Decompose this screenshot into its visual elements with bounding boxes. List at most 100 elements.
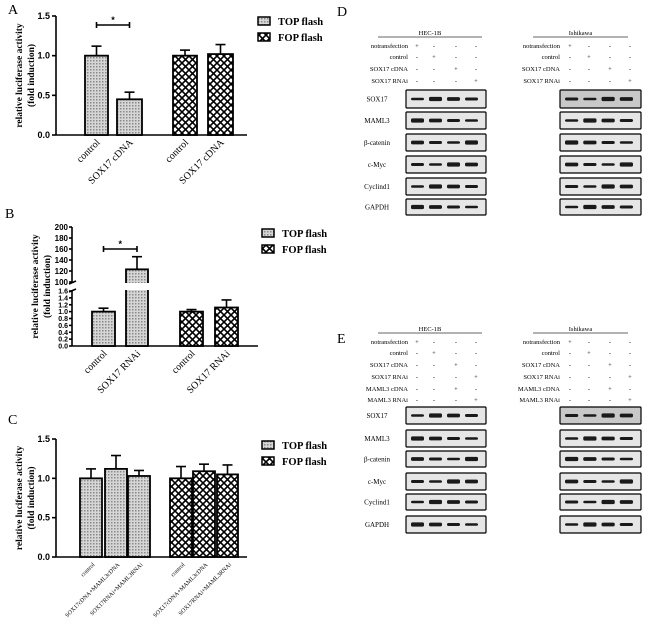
protein-band	[583, 500, 597, 504]
bar-top-flash	[104, 467, 128, 558]
treatment-label: notransfection	[523, 43, 561, 50]
protein-band	[565, 413, 579, 418]
protein-band	[601, 436, 615, 441]
protein-label: Cyclind1	[364, 183, 390, 191]
treatment-sign: -	[475, 339, 477, 346]
y-tick-label: 1.5	[37, 434, 50, 444]
protein-label: β-catenin	[364, 139, 391, 147]
treatment-sign: +	[568, 43, 572, 50]
x-tick-label: control	[163, 137, 191, 165]
cell-line-label: HEC-1B	[419, 326, 442, 333]
protein-band	[465, 456, 478, 462]
protein-band	[447, 205, 460, 209]
protein-band	[429, 457, 442, 461]
treatment-sign: +	[587, 54, 591, 61]
blot-strip	[559, 472, 642, 491]
protein-band	[429, 96, 442, 102]
protein-band	[583, 97, 597, 101]
blot-strip	[405, 429, 487, 448]
protein-band	[583, 479, 597, 484]
x-tick-label: control	[170, 348, 198, 376]
treatment-sign: -	[588, 339, 590, 346]
treatment-sign: -	[569, 386, 571, 393]
treatment-sign: -	[609, 43, 611, 50]
protein-band	[447, 162, 460, 167]
protein-band	[447, 413, 460, 418]
blot-strip	[559, 133, 642, 152]
protein-band	[583, 185, 597, 188]
blot-strip	[405, 155, 487, 174]
protein-band	[465, 97, 478, 101]
legend-swatch	[261, 456, 275, 466]
protein-band	[465, 437, 478, 440]
bar-fop-flash	[172, 54, 198, 136]
protein-band	[447, 500, 460, 504]
treatment-label: MAML3 RNAi	[519, 397, 560, 404]
y-tick-label: 200	[55, 223, 69, 232]
treatment-label: MAML3 cDNA	[518, 386, 560, 393]
protein-band	[411, 522, 424, 527]
treatment-sign: -	[609, 54, 611, 61]
protein-band	[619, 522, 633, 527]
blot-strip	[559, 493, 642, 511]
blot-strip	[405, 515, 487, 534]
blot-strip	[405, 89, 487, 109]
blot-strip	[405, 493, 487, 511]
treatment-sign: -	[569, 54, 571, 61]
legend-swatch	[261, 228, 275, 238]
treatment-sign: -	[416, 350, 418, 357]
protein-band	[565, 456, 579, 462]
treatment-sign: -	[416, 78, 418, 85]
protein-band	[565, 162, 579, 167]
treatment-sign: +	[474, 78, 478, 85]
y-tick-label: 1.2	[58, 302, 68, 309]
treatment-sign: +	[587, 350, 591, 357]
treatment-label: control	[542, 54, 561, 61]
bar-top-flash	[84, 54, 109, 136]
treatment-sign: +	[628, 397, 632, 404]
protein-band	[411, 414, 424, 417]
treatment-sign: -	[455, 350, 457, 357]
protein-band	[583, 457, 597, 461]
protein-band	[447, 457, 460, 461]
blot-strip	[559, 111, 642, 130]
treatment-sign: +	[415, 43, 419, 50]
blot-strip	[559, 515, 642, 534]
treatment-sign: -	[629, 43, 631, 50]
protein-band	[565, 205, 579, 209]
protein-band	[411, 436, 424, 441]
treatment-sign: -	[416, 362, 418, 369]
treatment-label: MAML3 RNAi	[367, 397, 408, 404]
bar-fop-flash	[192, 470, 216, 558]
treatment-sign: -	[475, 350, 477, 357]
blot-strip	[559, 155, 642, 174]
protein-band	[447, 522, 460, 527]
protein-band	[565, 140, 579, 145]
protein-band	[565, 119, 579, 122]
protein-band	[429, 480, 442, 483]
panel-label: D	[337, 5, 347, 20]
protein-band	[601, 184, 615, 189]
protein-band	[619, 457, 633, 461]
treatment-sign: -	[629, 386, 631, 393]
chart-panel-b: B 0.00.20.40.60.81.01.21.41.6 100 120 140 160…	[5, 207, 327, 396]
protein-band	[429, 499, 442, 505]
treatment-label: control	[390, 54, 409, 61]
protein-band	[411, 162, 424, 167]
treatment-label: SOX17 RNAi	[523, 78, 560, 85]
y-tick-label: 1.5	[37, 11, 50, 21]
chart-panel-c: C 0.0 0.5 1.0 1.5 relative luciferase activit…	[8, 413, 327, 619]
protein-band	[447, 118, 460, 123]
protein-band	[411, 97, 424, 101]
protein-band	[429, 184, 442, 189]
treatment-sign: -	[433, 386, 435, 393]
treatment-sign: -	[416, 397, 418, 404]
panel-label: A	[8, 3, 19, 18]
treatment-sign: -	[455, 78, 457, 85]
legend-swatch	[257, 32, 271, 42]
y-tick-label: 0.2	[58, 337, 68, 344]
blot-strip	[559, 429, 642, 448]
y-tick-label: 100	[55, 278, 69, 287]
treatment-sign: -	[416, 386, 418, 393]
protein-band	[429, 163, 442, 166]
